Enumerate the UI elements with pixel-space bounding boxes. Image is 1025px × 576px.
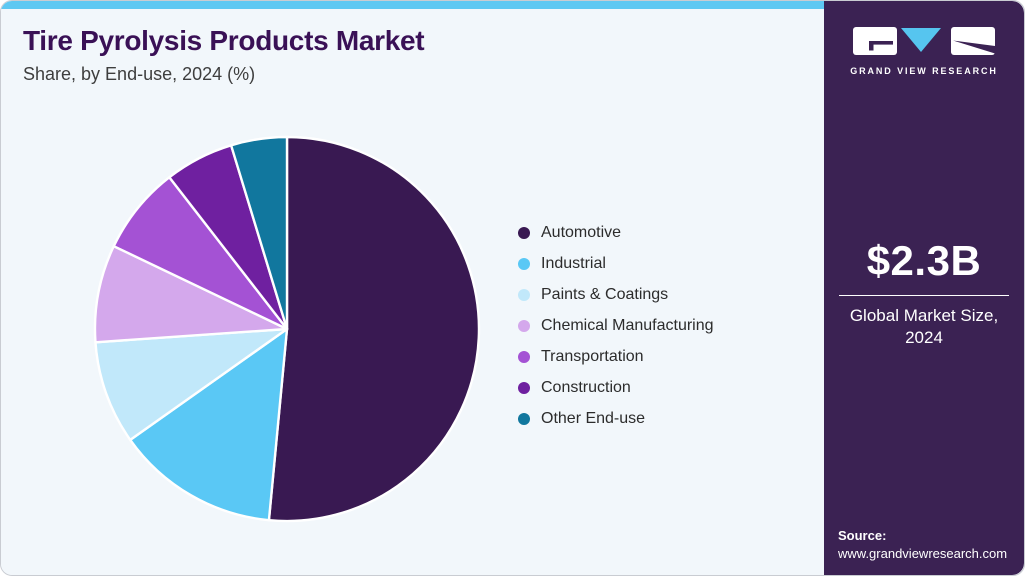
chart-title: Tire Pyrolysis Products Market bbox=[23, 25, 425, 56]
source-url: www.grandviewresearch.com bbox=[838, 546, 1008, 561]
legend-item: Transportation bbox=[518, 348, 714, 366]
legend-label: Construction bbox=[541, 379, 631, 396]
legend-dot-icon bbox=[518, 320, 530, 332]
legend-dot-icon bbox=[518, 289, 530, 301]
pie-slice-automotive bbox=[267, 135, 481, 523]
market-size-value: $2.3B bbox=[866, 237, 982, 284]
legend-dot-icon bbox=[518, 227, 530, 239]
stat-divider bbox=[839, 295, 1009, 296]
legend-item: Industrial bbox=[518, 255, 714, 273]
source-label: Source: bbox=[838, 528, 887, 543]
legend-dot-icon bbox=[518, 351, 530, 363]
pie-chart bbox=[93, 135, 481, 523]
legend-label: Industrial bbox=[541, 255, 606, 272]
source-block: Source: www.grandviewresearch.com bbox=[838, 528, 1007, 561]
chart-area: Tire Pyrolysis Products Market Share, by… bbox=[1, 1, 824, 575]
market-size-label: Global Market Size, 2024 bbox=[849, 306, 999, 347]
pie-slice-chemical-manufacturing bbox=[93, 244, 289, 344]
pie-slice-other-end-use bbox=[229, 135, 289, 331]
pie-chart-container bbox=[87, 129, 487, 529]
legend-item: Chemical Manufacturing bbox=[518, 317, 714, 335]
legend-label: Chemical Manufacturing bbox=[541, 317, 714, 334]
legend-label: Automotive bbox=[541, 224, 622, 241]
legend-item: Other End-use bbox=[518, 410, 714, 428]
legend-label: Transportation bbox=[541, 348, 644, 365]
legend-item: Paints & Coatings bbox=[518, 286, 714, 304]
chart-header: Tire Pyrolysis Products Market Share, by… bbox=[23, 25, 425, 85]
brand-name: GRAND VIEW RESEARCH bbox=[850, 66, 998, 76]
pie-slice-paints-coatings bbox=[94, 327, 289, 442]
gvr-logo-icon bbox=[853, 27, 995, 55]
legend-label: Paints & Coatings bbox=[541, 286, 669, 303]
market-size-block: $2.3B Global Market Size, 2024 bbox=[824, 237, 1024, 349]
legend-dot-icon bbox=[518, 382, 530, 394]
legend-item: Construction bbox=[518, 379, 714, 397]
top-accent-strip bbox=[1, 1, 824, 9]
legend-item: Automotive bbox=[518, 224, 714, 242]
pie-slice-industrial bbox=[129, 327, 289, 522]
legend-dot-icon bbox=[518, 258, 530, 270]
legend-label: Other End-use bbox=[541, 410, 646, 427]
brand-sidebar: GRAND VIEW RESEARCH $2.3B Global Market … bbox=[824, 1, 1024, 575]
legend: Automotive Industrial Paints & Coatings Che… bbox=[518, 224, 714, 441]
chart-subtitle: Share, by End-use, 2024 (%) bbox=[23, 64, 256, 84]
legend-dot-icon bbox=[518, 413, 530, 425]
brand-logo-block: GRAND VIEW RESEARCH bbox=[824, 1, 1024, 76]
